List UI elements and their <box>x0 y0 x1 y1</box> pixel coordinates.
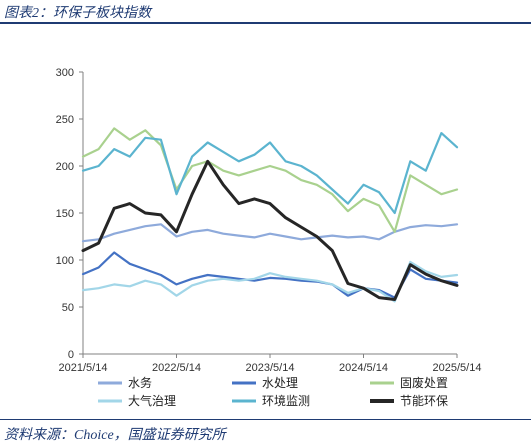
x-tick-label: 2024/5/14 <box>339 362 388 374</box>
y-tick-label: 50 <box>62 302 74 314</box>
x-tick-label: 2025/5/14 <box>433 362 482 374</box>
title-divider <box>0 22 531 24</box>
series-line-3 <box>81 260 459 303</box>
series-line-0 <box>81 223 459 243</box>
x-tick-label: 2022/5/14 <box>152 362 201 374</box>
series-line-2 <box>81 127 459 233</box>
y-tick-label: 250 <box>56 114 74 126</box>
series-line-4 <box>81 132 459 215</box>
y-tick-label: 300 <box>56 67 74 79</box>
source-divider <box>0 419 531 420</box>
y-tick-label: 0 <box>68 349 74 361</box>
line-chart: 0 50 100 150 200 250 300 2021/5/14 2022/5/14 2023… <box>56 67 482 408</box>
series-line-5 <box>81 159 459 301</box>
y-tick-label: 150 <box>56 208 74 220</box>
legend-label-2: 固废处置 <box>400 375 448 390</box>
legend-label-0: 水务 <box>128 375 152 390</box>
legend-label-3: 大气治理 <box>128 393 176 408</box>
x-tick-label: 2021/5/14 <box>59 362 108 374</box>
legend-label-1: 水处理 <box>262 376 298 390</box>
y-tick-label: 200 <box>56 161 74 173</box>
series-layer <box>81 127 459 303</box>
x-tick-label: 2023/5/14 <box>246 362 295 374</box>
figure-source: 资料来源：Choice，国盛证券研究所 <box>4 428 226 443</box>
legend-label-5: 节能环保 <box>400 394 448 408</box>
y-tick-label: 100 <box>56 255 74 267</box>
series-line-1 <box>81 251 459 299</box>
figure-title: 图表2：环保子板块指数 <box>4 6 151 21</box>
chart-axes: 0 50 100 150 200 250 300 2021/5/14 2022/5/14 2023… <box>56 67 482 374</box>
legend-label-4: 环境监测 <box>262 393 310 408</box>
